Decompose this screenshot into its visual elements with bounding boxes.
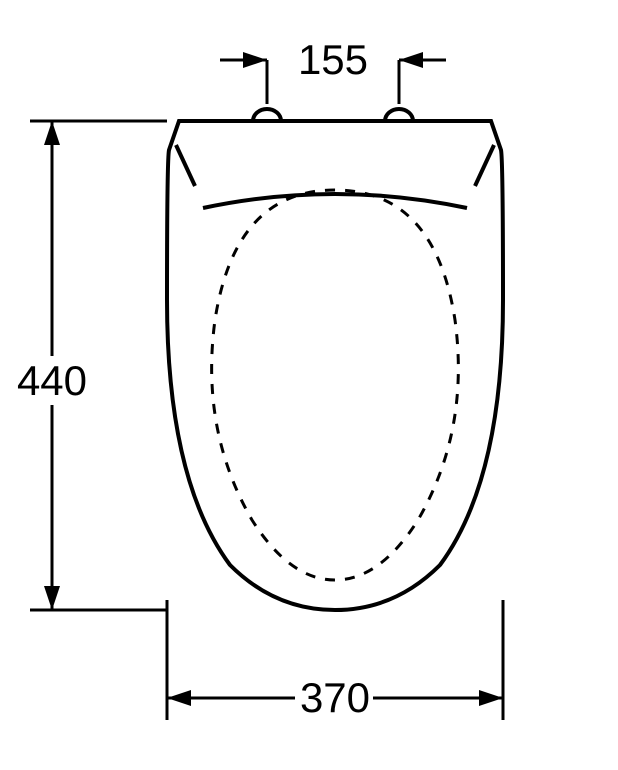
inner-ring-dashed [212, 190, 459, 580]
arrow-left-top [44, 121, 60, 145]
arrow-top-left [243, 52, 267, 68]
dim-value-width: 370 [300, 674, 370, 721]
notch-left [176, 145, 195, 186]
notch-right [475, 145, 494, 186]
arrow-bottom-left [167, 690, 191, 706]
arrow-top-right [399, 52, 423, 68]
dim-value-length: 440 [17, 357, 87, 404]
arrow-bottom-right [479, 690, 503, 706]
lid-arc [203, 194, 467, 208]
dim-value-hinge: 155 [298, 36, 368, 83]
arrow-left-bottom [44, 586, 60, 610]
